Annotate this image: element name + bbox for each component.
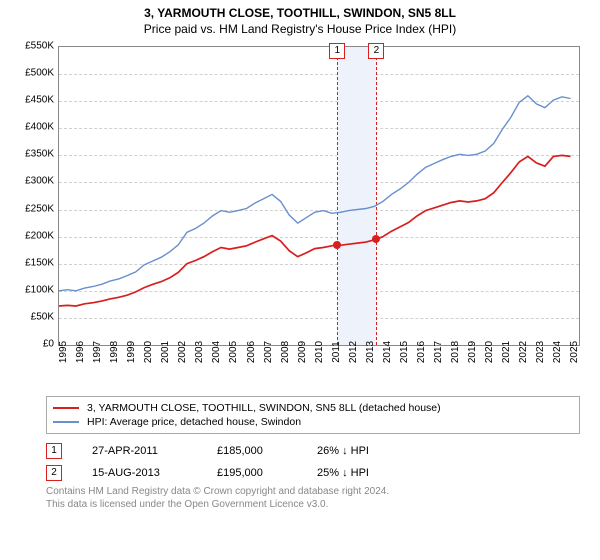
x-tick-label: 2021 <box>501 341 512 363</box>
y-tick-label: £450K <box>25 95 54 106</box>
x-tick-label: 1995 <box>58 341 69 363</box>
x-tick-label: 2008 <box>280 341 291 363</box>
legend-swatch <box>53 421 79 423</box>
x-tick-label: 2010 <box>314 341 325 363</box>
x-tick-label: 2005 <box>228 341 239 363</box>
x-tick-label: 2016 <box>416 341 427 363</box>
legend-swatch <box>53 407 79 409</box>
y-tick-label: £50K <box>31 311 54 322</box>
x-tick-label: 2025 <box>569 341 580 363</box>
y-tick-label: £0 <box>43 339 54 350</box>
transaction-date: 15-AUG-2013 <box>92 467 187 479</box>
x-tick-label: 2024 <box>552 341 563 363</box>
x-tick-label: 2001 <box>160 341 171 363</box>
transaction-list: 1 27-APR-2011 £185,000 26% ↓ HPI 2 15-AUG-201… <box>46 440 580 484</box>
x-tick-label: 2015 <box>399 341 410 363</box>
y-tick-label: £350K <box>25 149 54 160</box>
footnote: Contains HM Land Registry data © Crown c… <box>46 486 580 511</box>
x-tick-label: 1999 <box>126 341 137 363</box>
x-tick-label: 2018 <box>450 341 461 363</box>
x-tick-label: 2011 <box>331 341 342 363</box>
y-tick-label: £100K <box>25 284 54 295</box>
x-tick-label: 2014 <box>382 341 393 363</box>
y-tick-label: £300K <box>25 176 54 187</box>
transaction-price: £185,000 <box>217 445 287 457</box>
legend-label: 3, YARMOUTH CLOSE, TOOTHILL, SWINDON, SN… <box>87 402 441 414</box>
x-tick-label: 2000 <box>143 341 154 363</box>
y-tick-label: £200K <box>25 230 54 241</box>
x-tick-label: 2009 <box>297 341 308 363</box>
y-tick-label: £150K <box>25 257 54 268</box>
x-tick-label: 2023 <box>535 341 546 363</box>
transaction-index: 2 <box>46 465 62 481</box>
x-tick-label: 2002 <box>177 341 188 363</box>
x-tick-label: 1997 <box>92 341 103 363</box>
transaction-diff: 26% ↓ HPI <box>317 445 407 457</box>
transaction-price: £195,000 <box>217 467 287 479</box>
x-tick-label: 2017 <box>433 341 444 363</box>
x-tick-label: 2012 <box>348 341 359 363</box>
chart-legend: 3, YARMOUTH CLOSE, TOOTHILL, SWINDON, SN… <box>46 396 580 434</box>
x-tick-label: 2007 <box>263 341 274 363</box>
y-tick-label: £550K <box>25 41 54 52</box>
footnote-line: Contains HM Land Registry data © Crown c… <box>46 486 580 499</box>
legend-item: 3, YARMOUTH CLOSE, TOOTHILL, SWINDON, SN… <box>53 401 573 415</box>
y-tick-label: £500K <box>25 68 54 79</box>
x-tick-label: 2013 <box>365 341 376 363</box>
x-tick-label: 2003 <box>194 341 205 363</box>
transaction-row: 2 15-AUG-2013 £195,000 25% ↓ HPI <box>46 462 580 484</box>
footnote-line: This data is licensed under the Open Gov… <box>46 499 580 512</box>
x-tick-label: 2019 <box>467 341 478 363</box>
legend-label: HPI: Average price, detached house, Swin… <box>87 416 301 428</box>
y-tick-label: £400K <box>25 122 54 133</box>
page-title: 3, YARMOUTH CLOSE, TOOTHILL, SWINDON, SN… <box>0 0 600 20</box>
transaction-row: 1 27-APR-2011 £185,000 26% ↓ HPI <box>46 440 580 462</box>
price-chart: 12 £0£50K£100K£150K£200K£250K£300K£350K£… <box>18 40 588 390</box>
x-tick-label: 2004 <box>211 341 222 363</box>
x-tick-label: 2022 <box>518 341 529 363</box>
transaction-index: 1 <box>46 443 62 459</box>
x-tick-label: 2006 <box>246 341 257 363</box>
y-tick-label: £250K <box>25 203 54 214</box>
transaction-date: 27-APR-2011 <box>92 445 187 457</box>
series-line-property <box>59 155 571 306</box>
x-tick-label: 2020 <box>484 341 495 363</box>
page-subtitle: Price paid vs. HM Land Registry's House … <box>0 20 600 40</box>
transaction-diff: 25% ↓ HPI <box>317 467 407 479</box>
x-tick-label: 1996 <box>75 341 86 363</box>
x-tick-label: 1998 <box>109 341 120 363</box>
legend-item: HPI: Average price, detached house, Swin… <box>53 415 573 429</box>
